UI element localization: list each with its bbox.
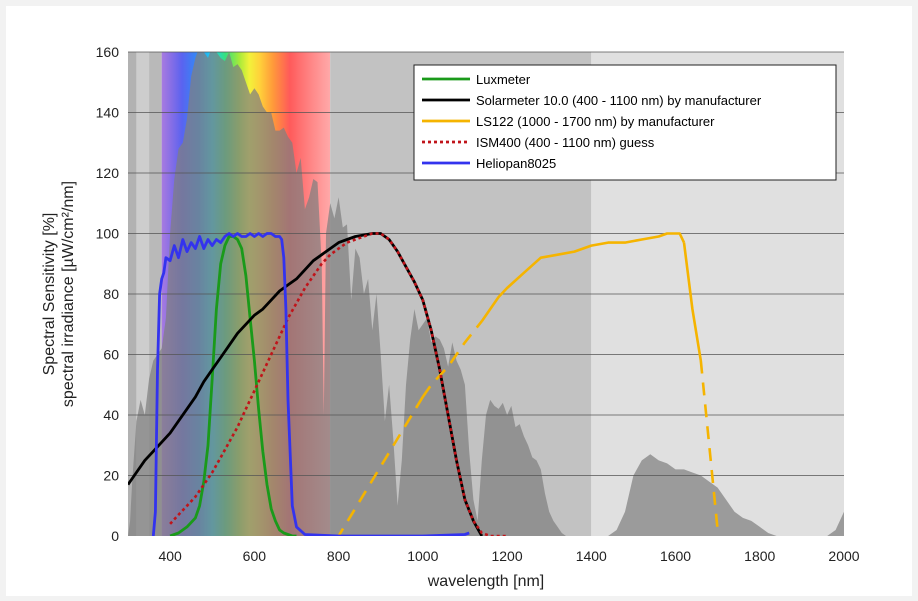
legend-label-ls122-1000: LS122 (1000 - 1700 nm) by manufacturer	[476, 114, 715, 129]
legend-label-ism400-400: ISM400 (400 - 1100 nm) guess	[476, 135, 655, 150]
y-tick-label-160: 160	[96, 44, 120, 60]
y-tick-label-40: 40	[103, 407, 119, 423]
legend-label-solarmeter-10: Solarmeter 10.0 (400 - 1100 nm) by manuf…	[476, 93, 762, 108]
y-tick-label-100: 100	[96, 226, 120, 242]
legend-label-heliopan8025: Heliopan8025	[476, 156, 556, 171]
x-tick-label-1800: 1800	[744, 548, 775, 564]
ls122-1000-line-solid	[480, 232, 686, 322]
y-tick-label-60: 60	[103, 347, 119, 363]
legend-box	[413, 64, 837, 181]
x-tick-label-1400: 1400	[576, 548, 607, 564]
ism400-400-line	[169, 232, 508, 536]
legend: Luxmeter Solarmeter 10.0 (400 - 1100 nm) …	[413, 64, 837, 181]
x-tick-label-400: 400	[158, 548, 182, 564]
y-axis-title-line-1: Spectral Sensitivity [%]	[41, 213, 58, 376]
y-axis-title-line-2: spectral irradiance [µW/cm²/nm]	[60, 181, 77, 407]
ls122-1000-extrapolation-right	[699, 360, 719, 531]
legend-label-luxmeter: Luxmeter	[476, 72, 531, 87]
chart-area: 400 600 800 1000 1200 1400 1600 1800 2000 0 20 40 60…	[6, 6, 912, 596]
y-tick-label-0: 0	[111, 528, 119, 544]
x-tick-label-1000: 1000	[407, 548, 438, 564]
x-tick-label-1600: 1600	[660, 548, 691, 564]
y-tick-label-120: 120	[96, 165, 120, 181]
x-axis-title: wavelength [nm]	[427, 573, 545, 590]
x-tick-label-2000: 2000	[828, 548, 859, 564]
ls122-1000-line-falloff	[682, 242, 703, 361]
ls122-1000-extrapolation-left	[337, 396, 424, 536]
x-tick-label-800: 800	[327, 548, 351, 564]
y-tick-label-140: 140	[96, 105, 120, 121]
spectral-chart: 400 600 800 1000 1200 1400 1600 1800 2000 0 20 40 60…	[41, 44, 860, 590]
luxmeter-line	[169, 235, 297, 536]
heliopan8025-line	[151, 232, 470, 536]
ls122-1000-line-dashed-left	[421, 320, 483, 398]
y-tick-label-20: 20	[103, 468, 119, 484]
x-tick-label-1200: 1200	[491, 548, 522, 564]
x-tick-label-600: 600	[243, 548, 267, 564]
y-tick-label-80: 80	[103, 286, 119, 302]
